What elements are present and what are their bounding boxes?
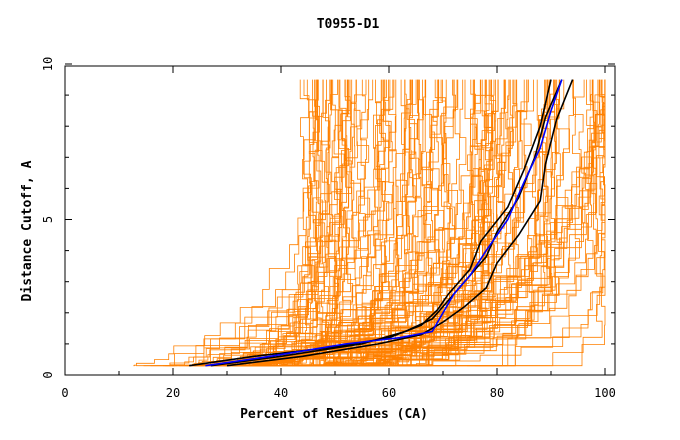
y-tick-label: 0: [41, 371, 55, 378]
model-curve: [299, 79, 341, 367]
model-curve: [330, 79, 555, 367]
model-curve: [143, 79, 367, 367]
model-curve: [256, 79, 505, 367]
model-curve: [365, 79, 444, 367]
chart-title: T0955-D1: [317, 17, 380, 32]
model-curve: [405, 79, 606, 367]
model-curves: [133, 79, 606, 367]
model-curve: [377, 79, 485, 367]
x-tick-label: 20: [166, 386, 180, 400]
model-curve: [323, 79, 551, 367]
best-model-curve: [205, 79, 563, 367]
model-curve: [198, 79, 394, 367]
model-curve: [360, 79, 505, 367]
model-curve: [262, 79, 417, 367]
model-curve: [136, 79, 351, 367]
model-curve: [308, 79, 425, 367]
model-curve: [323, 79, 407, 367]
model-curve: [165, 79, 357, 367]
x-tick-label: 80: [490, 386, 504, 400]
model-curve: [325, 79, 397, 367]
model-curve: [232, 79, 514, 367]
x-tick-label: 60: [382, 386, 396, 400]
model-curve: [133, 79, 320, 367]
y-axis-label: Distance Cutoff, A: [20, 160, 35, 301]
plot-frame: [64, 65, 616, 376]
model-curve: [271, 79, 495, 367]
model-curve: [278, 79, 422, 367]
model-curve: [373, 79, 455, 367]
x-axis-label: Percent of Residues (CA): [240, 407, 428, 422]
model-curve: [169, 79, 419, 367]
model-curve: [251, 79, 422, 367]
highlight-curve: [189, 79, 552, 367]
model-curve: [373, 79, 604, 367]
y-tick-label: 10: [41, 57, 55, 71]
highlight-curves: [189, 79, 574, 367]
model-curve: [236, 79, 331, 367]
model-curve: [232, 79, 418, 367]
model-curve: [250, 79, 581, 367]
model-curve: [219, 79, 391, 367]
model-curve: [179, 79, 384, 367]
model-curve: [203, 79, 497, 367]
model-curve: [334, 79, 595, 367]
model-curve: [467, 79, 606, 367]
y-tick-label: 5: [41, 216, 55, 223]
model-curve: [376, 79, 559, 367]
x-tick-label: 100: [594, 386, 616, 400]
x-axis-ticks: 0 20 40 60 80 100: [61, 66, 616, 400]
model-curve: [356, 79, 480, 367]
model-curve: [325, 79, 541, 367]
model-curve: [207, 79, 440, 367]
model-curve: [381, 79, 550, 367]
x-tick-label: 0: [61, 386, 68, 400]
model-curve: [327, 79, 490, 367]
highlight-curve: [226, 79, 574, 367]
model-curve: [325, 79, 341, 367]
x-tick-label: 40: [274, 386, 288, 400]
model-curve: [219, 79, 370, 367]
model-curve: [150, 79, 318, 367]
model-curve: [342, 79, 499, 367]
model-curve: [195, 79, 321, 367]
y-axis-ticks: 0 5 10: [41, 57, 615, 379]
model-curve: [306, 79, 467, 367]
model-curve: [325, 79, 477, 367]
model-curve: [240, 79, 532, 367]
model-curve: [163, 79, 387, 367]
model-curve: [320, 79, 337, 367]
model-curve: [327, 79, 406, 367]
